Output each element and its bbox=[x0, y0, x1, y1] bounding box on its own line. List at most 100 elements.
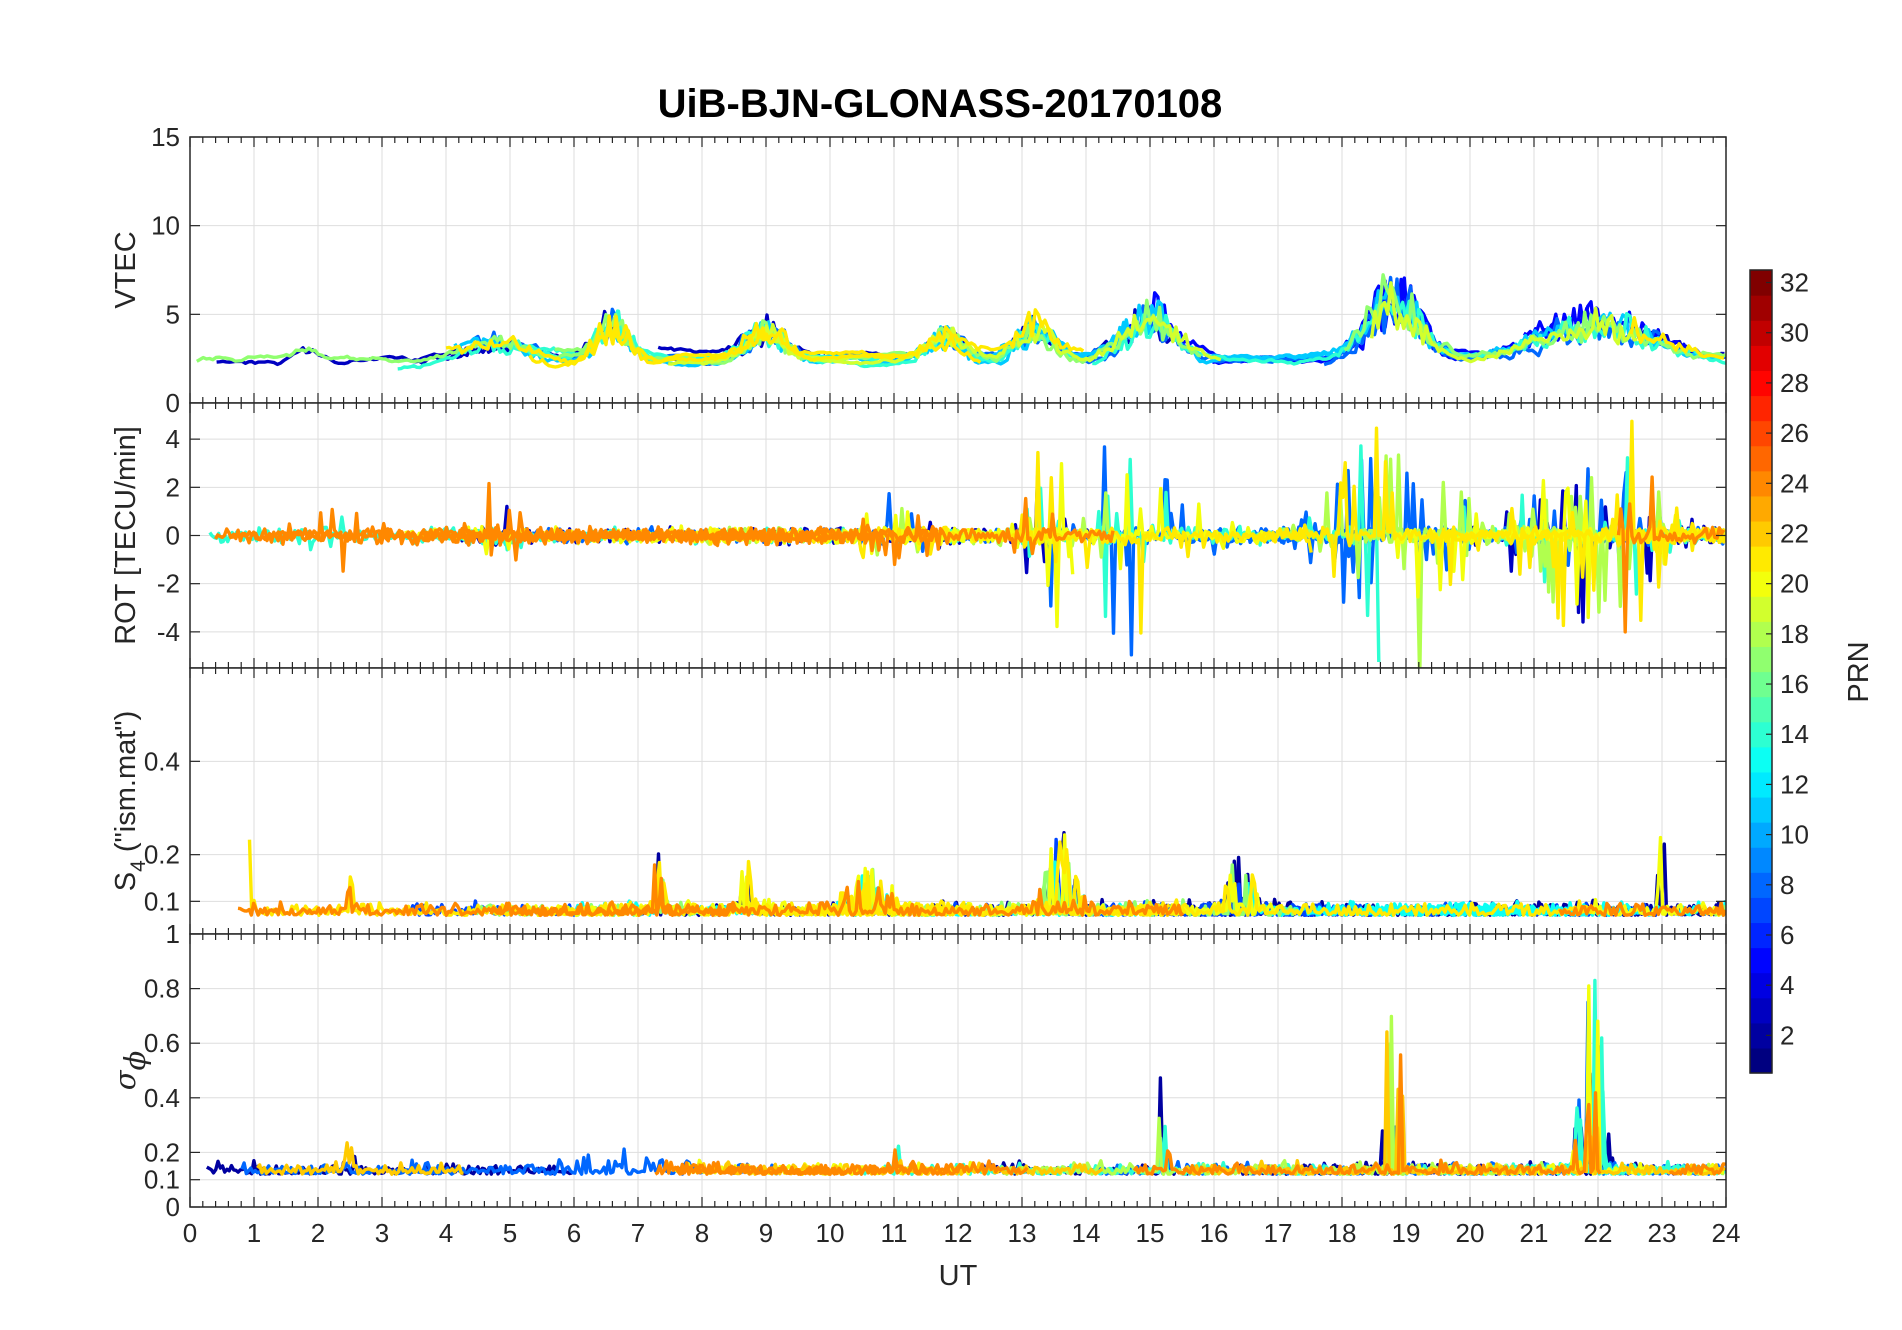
panel-vtec: 0 5 10 15 VTEC bbox=[110, 122, 1727, 418]
y-tick-label: -2 bbox=[157, 569, 180, 599]
panel-series bbox=[237, 831, 1726, 917]
x-tick-marks bbox=[189, 668, 1727, 934]
y-tick-label: 0.4 bbox=[144, 746, 180, 776]
x-tick-label: 7 bbox=[631, 1218, 645, 1248]
series-line-prn-24 bbox=[1132, 1053, 1602, 1176]
colorbar-segment bbox=[1750, 571, 1772, 597]
x-tick-label: 0 bbox=[183, 1218, 197, 1248]
colorbar-tick-label: 14 bbox=[1780, 719, 1809, 749]
x-tick-label: 3 bbox=[375, 1218, 389, 1248]
colorbar-segment bbox=[1750, 495, 1772, 522]
colorbar-segment bbox=[1750, 546, 1772, 572]
y-tick-label: 5 bbox=[166, 299, 180, 329]
panel-s4: 0.1 0.2 0.4S4 ("ism.mat") bbox=[110, 667, 1727, 935]
x-tick-label: 1 bbox=[247, 1218, 261, 1248]
colorbar-segment bbox=[1750, 771, 1772, 798]
x-tick-label: 22 bbox=[1584, 1218, 1613, 1248]
panel-series bbox=[208, 419, 1726, 668]
y-tick-label: 0.2 bbox=[144, 1137, 180, 1167]
x-tick-label: 19 bbox=[1392, 1218, 1421, 1248]
series-line-prn-24 bbox=[1669, 1162, 1726, 1176]
y-tick-label: 0.2 bbox=[144, 840, 180, 870]
colorbar-tick-label: 22 bbox=[1780, 518, 1809, 548]
x-tick-label: 11 bbox=[881, 1218, 908, 1248]
panel-series bbox=[195, 273, 1726, 371]
x-tick-label: 24 bbox=[1712, 1218, 1741, 1248]
colorbar-segment bbox=[1750, 1047, 1772, 1074]
x-tick-marks bbox=[189, 934, 1727, 1207]
x-tick-label: 23 bbox=[1648, 1218, 1677, 1248]
x-tick-label: 21 bbox=[1520, 1218, 1549, 1248]
colorbar-segment bbox=[1750, 822, 1772, 848]
x-tick-label: 9 bbox=[759, 1218, 773, 1248]
x-tick-marks bbox=[189, 403, 1727, 668]
x-tick-label: 8 bbox=[695, 1218, 709, 1248]
colorbar-segment bbox=[1750, 445, 1772, 472]
x-tick-marks bbox=[189, 137, 1727, 403]
colorbar-segment bbox=[1750, 520, 1772, 547]
y-tick-label: 0 bbox=[166, 521, 180, 551]
colorbar-tick-label: 24 bbox=[1780, 468, 1809, 498]
y-axis-label: ROT [TECU/min] bbox=[110, 426, 142, 645]
colorbar-segment bbox=[1750, 646, 1772, 673]
panel-series bbox=[205, 978, 1726, 1176]
colorbar-segment bbox=[1750, 721, 1772, 748]
colorbar-tick-label: 12 bbox=[1780, 769, 1809, 799]
series-line-prn-19 bbox=[1370, 281, 1638, 364]
colorbar-segment bbox=[1750, 847, 1772, 873]
series-line-prn-24 bbox=[1616, 475, 1726, 634]
colorbar-frame bbox=[1749, 269, 1773, 1074]
x-tick-label: 10 bbox=[816, 1218, 845, 1248]
colorbar-segment bbox=[1750, 621, 1772, 648]
y-tick-label: 0.6 bbox=[144, 1028, 180, 1058]
series-line-prn-17 bbox=[1343, 273, 1726, 360]
x-tick-label: 12 bbox=[944, 1218, 973, 1248]
x-tick-label: 17 bbox=[1264, 1218, 1293, 1248]
colorbar-segment bbox=[1750, 270, 1772, 296]
y-tick-label: 4 bbox=[166, 424, 180, 454]
x-tick-label: 14 bbox=[1072, 1218, 1101, 1248]
series-line-prn-24 bbox=[1558, 901, 1726, 917]
colorbar-segment bbox=[1750, 872, 1772, 898]
colorbar-tick-label: 20 bbox=[1780, 569, 1809, 599]
y-axis-label: S4 ("ism.mat") bbox=[110, 711, 150, 892]
series-line-prn-21 bbox=[904, 874, 1187, 917]
series-line-prn-21 bbox=[528, 308, 1085, 369]
colorbar-segment bbox=[1750, 470, 1772, 497]
colorbar-tick-label: 18 bbox=[1780, 619, 1809, 649]
colorbar-segment bbox=[1750, 671, 1772, 698]
colorbar-label: PRN bbox=[1843, 641, 1875, 702]
x-tick-label: 16 bbox=[1200, 1218, 1229, 1248]
x-tick-label: 2 bbox=[311, 1218, 325, 1248]
colorbar-segment bbox=[1750, 370, 1772, 397]
colorbar-segment bbox=[1750, 796, 1772, 823]
y-tick-marks bbox=[190, 438, 1726, 633]
series-line-prn-24 bbox=[1698, 906, 1726, 916]
y-axis-label: σϕ bbox=[108, 1050, 152, 1090]
x-tick-label: 18 bbox=[1328, 1218, 1357, 1248]
colorbar-tick-label: 10 bbox=[1780, 820, 1809, 850]
colorbar-segment bbox=[1750, 395, 1772, 422]
y-tick-label: 1 bbox=[166, 919, 180, 949]
y-tick-marks bbox=[190, 933, 1726, 1208]
x-tick-label: 5 bbox=[503, 1218, 517, 1248]
colorbar-segment bbox=[1750, 345, 1772, 371]
colorbar-tick-label: 6 bbox=[1780, 920, 1794, 950]
series-line-prn-22 bbox=[695, 1158, 1104, 1176]
series-line-prn-24 bbox=[674, 1159, 963, 1176]
x-tick-label: 6 bbox=[567, 1218, 581, 1248]
x-tick-label: 15 bbox=[1136, 1218, 1165, 1248]
colorbar-tick-label: 26 bbox=[1780, 418, 1809, 448]
colorbar-segment bbox=[1750, 972, 1772, 999]
colorbar-segment bbox=[1750, 897, 1772, 924]
panel-rot: -4 -2 0 2 4 ROT [TECU/min] bbox=[110, 402, 1727, 669]
colorbar-tick-label: 2 bbox=[1780, 1020, 1794, 1050]
chart-title: UiB-BJN-GLONASS-20170108 bbox=[658, 82, 1223, 126]
y-tick-marks bbox=[190, 760, 1726, 902]
series-line-prn-24 bbox=[526, 496, 1115, 558]
y-tick-label: 0.4 bbox=[144, 1083, 180, 1113]
